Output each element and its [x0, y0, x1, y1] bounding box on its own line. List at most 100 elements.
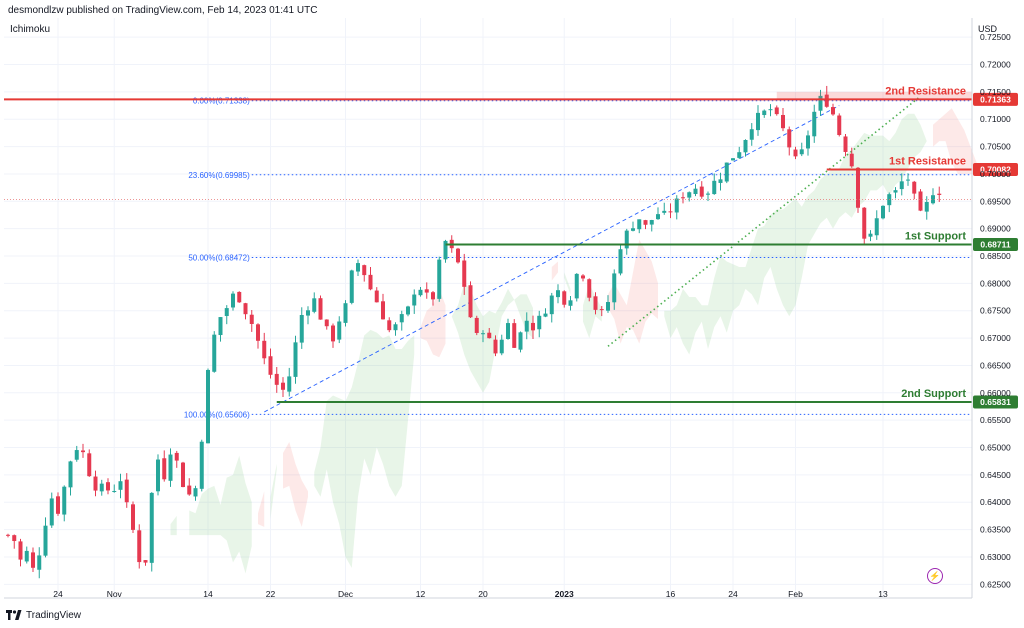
candle-body: [693, 188, 698, 195]
price-tick-label: 0.67000: [980, 333, 1011, 343]
candle-body: [918, 191, 923, 211]
candle-body: [262, 340, 267, 359]
cloud-bearish: [933, 108, 977, 174]
candle-body: [287, 376, 292, 392]
candle-body: [137, 530, 142, 563]
candle-body: [624, 230, 629, 249]
candle-body: [299, 315, 304, 343]
candle-body: [118, 481, 123, 490]
candle-body: [324, 319, 329, 327]
price-tick-label: 0.65500: [980, 415, 1011, 425]
cloud-bearish: [608, 239, 658, 344]
candle-body: [756, 112, 760, 131]
candle-body: [668, 211, 673, 213]
candle-body: [849, 153, 854, 167]
level-name-label: 2nd Resistance: [885, 85, 966, 97]
trendlines: [264, 95, 921, 413]
candle-body: [6, 534, 10, 536]
candle-body: [724, 162, 729, 182]
price-label: 0.71363: [980, 94, 1011, 104]
candle-body: [424, 289, 429, 293]
candle-body: [643, 220, 648, 225]
candle-body: [937, 193, 942, 195]
lightning-icon[interactable]: ⚡: [927, 568, 943, 584]
tradingview-footer[interactable]: TradingView: [6, 609, 81, 621]
candle-body: [231, 293, 235, 308]
candle-body: [531, 322, 535, 331]
candle-body: [356, 263, 360, 272]
candle-body: [487, 332, 492, 339]
candle-body: [731, 158, 735, 161]
price-tick-label: 0.68500: [980, 251, 1011, 261]
level-name-label: 2nd Support: [901, 388, 966, 400]
candle-body: [218, 317, 223, 336]
candle-body: [581, 275, 585, 279]
candle-body: [562, 291, 567, 305]
price-tick-label: 0.64000: [980, 497, 1011, 507]
candle-body: [537, 315, 542, 330]
time-axis: 24 Nov 14 22 Dec 12 20 2023 16 24 Feb 13: [4, 589, 972, 599]
price-tick-label: 0.72500: [980, 32, 1011, 42]
candle-body: [768, 109, 773, 111]
candle-body: [799, 149, 804, 155]
fib-label: 100.00%(0.65606): [184, 410, 250, 419]
candle-body: [31, 552, 35, 568]
candle-body: [543, 313, 548, 317]
time-tick-label: Dec: [338, 589, 354, 599]
candle-body: [337, 321, 342, 340]
candle-body: [112, 490, 117, 492]
candle-body: [899, 181, 904, 190]
candle-body: [56, 496, 60, 514]
time-tick-label: 13: [878, 589, 888, 599]
fib-label: 0.00%(0.71338): [193, 97, 250, 106]
candle-body: [843, 136, 848, 152]
price-tick-label: 0.69500: [980, 196, 1011, 206]
candle-body: [206, 369, 210, 444]
candle-body: [743, 140, 748, 153]
candle-body: [99, 483, 104, 492]
fibonacci-retracement: 0.00%(0.71338) 23.60%(0.69985) 50.00%(0.68…: [184, 97, 972, 419]
candle-body: [143, 560, 148, 563]
candle-body: [149, 492, 154, 563]
price-tick-label: 0.72000: [980, 60, 1011, 70]
candle-body: [393, 324, 398, 331]
candle-body: [524, 320, 529, 332]
time-tick-label: 2023: [555, 589, 574, 599]
price-tick-label: 0.66000: [980, 388, 1011, 398]
cloud-bearish: [283, 442, 308, 527]
candle-body: [456, 248, 460, 263]
candle-body: [418, 289, 423, 296]
price-tick-label: 0.64500: [980, 470, 1011, 480]
time-tick-label: 12: [416, 589, 426, 599]
candle-body: [774, 107, 779, 115]
price-axis: 0.72500 0.72000 0.71500 0.71000 0.70500 0.700…: [971, 18, 1011, 598]
candle-body: [18, 541, 23, 560]
candle-body: [381, 301, 385, 320]
candle-body: [687, 192, 692, 198]
candle-body: [293, 342, 298, 377]
candle-body: [249, 314, 254, 324]
cloud-bullish: [664, 113, 927, 355]
price-tick-label: 0.67500: [980, 306, 1011, 316]
candle-body: [312, 298, 317, 312]
candle-body: [674, 198, 679, 213]
candle-body: [399, 314, 404, 323]
candle-body: [43, 525, 48, 556]
price-label: 0.65831: [980, 397, 1011, 407]
candle-body: [187, 485, 192, 495]
candle-body: [931, 195, 935, 204]
trendline-green-dotted: [607, 95, 921, 347]
candle-body: [856, 167, 860, 208]
candle-body: [787, 129, 792, 148]
cloud-bullish: [583, 283, 602, 339]
candle-body: [506, 323, 510, 339]
candle-body: [268, 356, 273, 375]
candle-body: [699, 186, 704, 197]
candle-body: [706, 193, 710, 195]
cloud-bullish: [189, 455, 252, 574]
candle-body: [437, 259, 442, 299]
candle-body: [474, 317, 479, 333]
candle-body: [781, 114, 785, 129]
currency-label: USD: [978, 24, 998, 34]
